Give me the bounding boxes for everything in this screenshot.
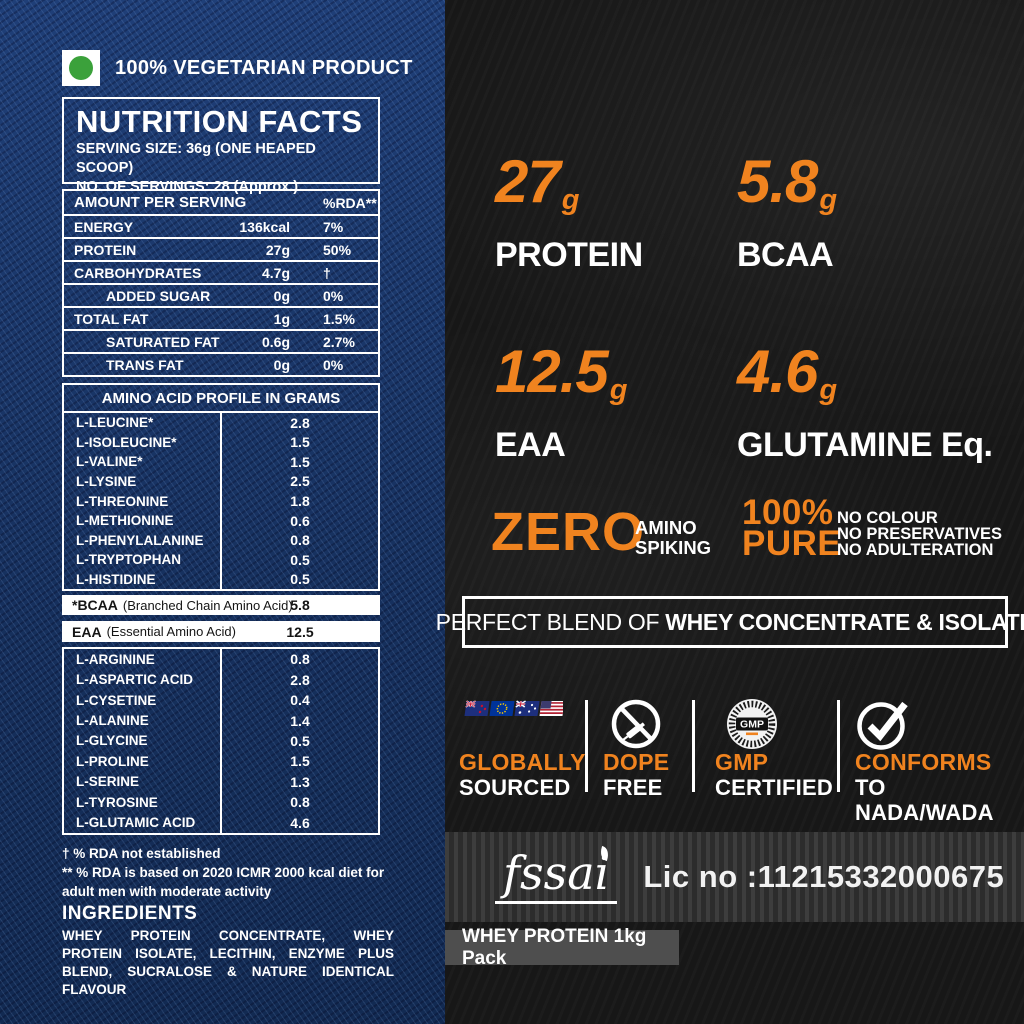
cert-gmp: GMP GMP CERTIFIED: [715, 698, 833, 800]
fssai-license-number: Lic no :11215332000675: [643, 859, 1005, 894]
checkmark-circle-icon: [855, 698, 1024, 750]
nutrition-facts-header-box: NUTRITION FACTS SERVING SIZE: 36g (ONE H…: [62, 97, 380, 195]
footnote-dagger: † % RDA not established: [62, 846, 221, 861]
pure-headline: 100% PURE: [742, 493, 842, 563]
amino-row: L-THREONINE 1.8: [64, 491, 378, 511]
gmp-badge-icon: GMP: [725, 698, 833, 750]
amino-acid-profile-table: AMINO ACID PROFILE IN GRAMS L-LEUCINE* 2.…: [62, 383, 380, 591]
table-row: ADDED SUGAR 0g 0%: [64, 283, 378, 306]
table-row: ENERGY 136kcal 7%: [64, 214, 378, 237]
divider: [585, 700, 588, 792]
table-row: PROTEIN 27g 50%: [64, 237, 378, 260]
amino-row: L-LYSINE 2.5: [64, 471, 378, 492]
cert-dope-free: DOPE FREE: [603, 698, 669, 800]
amino-row: L-TRYPTOPHAN 0.5: [64, 549, 378, 570]
nutrition-facts-title: NUTRITION FACTS: [76, 104, 363, 139]
amino-row: L-PHENYLALANINE 0.8: [64, 530, 378, 550]
stat-protein: 27g PROTEIN: [495, 148, 643, 274]
global-flags-icon: [459, 698, 586, 750]
rda-footnotes: † % RDA not established ** % RDA is base…: [62, 844, 407, 901]
vegetarian-badge: 100% VEGETARIAN PRODUCT: [62, 50, 413, 86]
table-row: SATURATED FAT 0.6g 2.7%: [64, 329, 378, 352]
zero-spiking-headline: ZERO: [491, 502, 646, 562]
table-row: CARBOHYDRATES 4.7g †: [64, 260, 378, 283]
vegetarian-label: 100% VEGETARIAN PRODUCT: [115, 56, 413, 79]
dope-free-icon: [609, 698, 669, 750]
amino-row: L-TYROSINE 0.8: [64, 792, 378, 813]
ingredients-text: WHEY PROTEIN CONCENTRATE, WHEY PROTEIN I…: [62, 928, 394, 997]
amount-per-serving-table: AMOUNT PER SERVING %RDA** ENERGY 136kcal…: [62, 189, 380, 377]
stat-eaa: 12.5g EAA: [495, 338, 627, 464]
amino-row: L-GLUTAMIC ACID 4.6: [64, 812, 378, 833]
fssai-logo: fssai: [495, 850, 618, 904]
amino-row: L-METHIONINE 0.6: [64, 510, 378, 531]
amino-row: L-GLYCINE 0.5: [64, 730, 378, 752]
vegetarian-mark-icon: [62, 50, 100, 86]
amino-row: L-LEUCINE* 2.8: [64, 413, 378, 433]
pure-claims: NO COLOUR NO PRESERVATIVES NO ADULTERATI…: [837, 509, 1003, 559]
nutrition-panel: 100% VEGETARIAN PRODUCT NUTRITION FACTS …: [0, 0, 445, 1024]
ingredients-title: INGREDIENTS: [62, 903, 198, 924]
amino-row: L-ALANINE 1.4: [64, 710, 378, 731]
amino-row: L-SERINE 1.3: [64, 771, 378, 793]
pack-size-label: WHEY PROTEIN 1kg Pack: [445, 926, 679, 969]
table-header-row: AMOUNT PER SERVING %RDA**: [74, 194, 377, 211]
amino-row: L-ARGININE 0.8: [64, 649, 378, 670]
divider: [837, 700, 840, 792]
amino-row: L-HISTIDINE 0.5: [64, 569, 378, 590]
table-row: TRANS FAT 0g 0%: [64, 352, 378, 375]
amino-row: L-VALINE* 1.5: [64, 452, 378, 472]
divider: [692, 700, 695, 792]
table-row: TOTAL FAT 1g 1.5%: [64, 306, 378, 329]
serving-size: SERVING SIZE: 36g (ONE HEAPED SCOOP): [76, 141, 316, 176]
stat-bcaa: 5.8g BCAA: [737, 148, 837, 274]
svg-text:GMP: GMP: [740, 719, 764, 731]
amino-row: L-PROLINE 1.5: [64, 751, 378, 772]
servings-count: NO. OF SERVINGS: 28 (Approx.): [76, 179, 299, 195]
amino-row: L-ASPARTIC ACID 2.8: [64, 669, 378, 690]
zero-spiking-sub: AMINO SPIKING: [635, 517, 712, 558]
blend-banner: PERFECT BLEND OF WHEY CONCENTRATE & ISOL…: [436, 596, 1024, 648]
highlights-panel: 27g PROTEIN 5.8g BCAA 12.5g EAA 4.6g GLU…: [436, 0, 1024, 1024]
amino-row: L-ISOLEUCINE* 1.5: [64, 432, 378, 453]
amino-row: L-CYSETINE 0.4: [64, 689, 378, 711]
cert-nada-wada: CONFORMS TO NADA/WADA: [855, 698, 1024, 825]
fssai-license-strip: fssai Lic no :11215332000675: [445, 832, 1024, 922]
amino-profile-title: AMINO ACID PROFILE IN GRAMS: [64, 385, 378, 413]
bcaa-total-row: *BCAA (Branched Chain Amino Acid) 5.8: [62, 595, 380, 615]
amino-acid-profile-table-2: L-ARGININE 0.8 L-ASPARTIC ACID 2.8 L-CYSET…: [62, 647, 380, 835]
footnote-rda-basis: ** % RDA is based on 2020 ICMR 2000 kcal…: [62, 865, 385, 899]
eaa-total-row: EAA (Essential Amino Acid) 12.5: [62, 621, 380, 642]
stat-glutamine: 4.6g GLUTAMINE Eq.: [737, 338, 993, 464]
cert-globally-sourced: GLOBALLY SOURCED: [459, 698, 586, 800]
